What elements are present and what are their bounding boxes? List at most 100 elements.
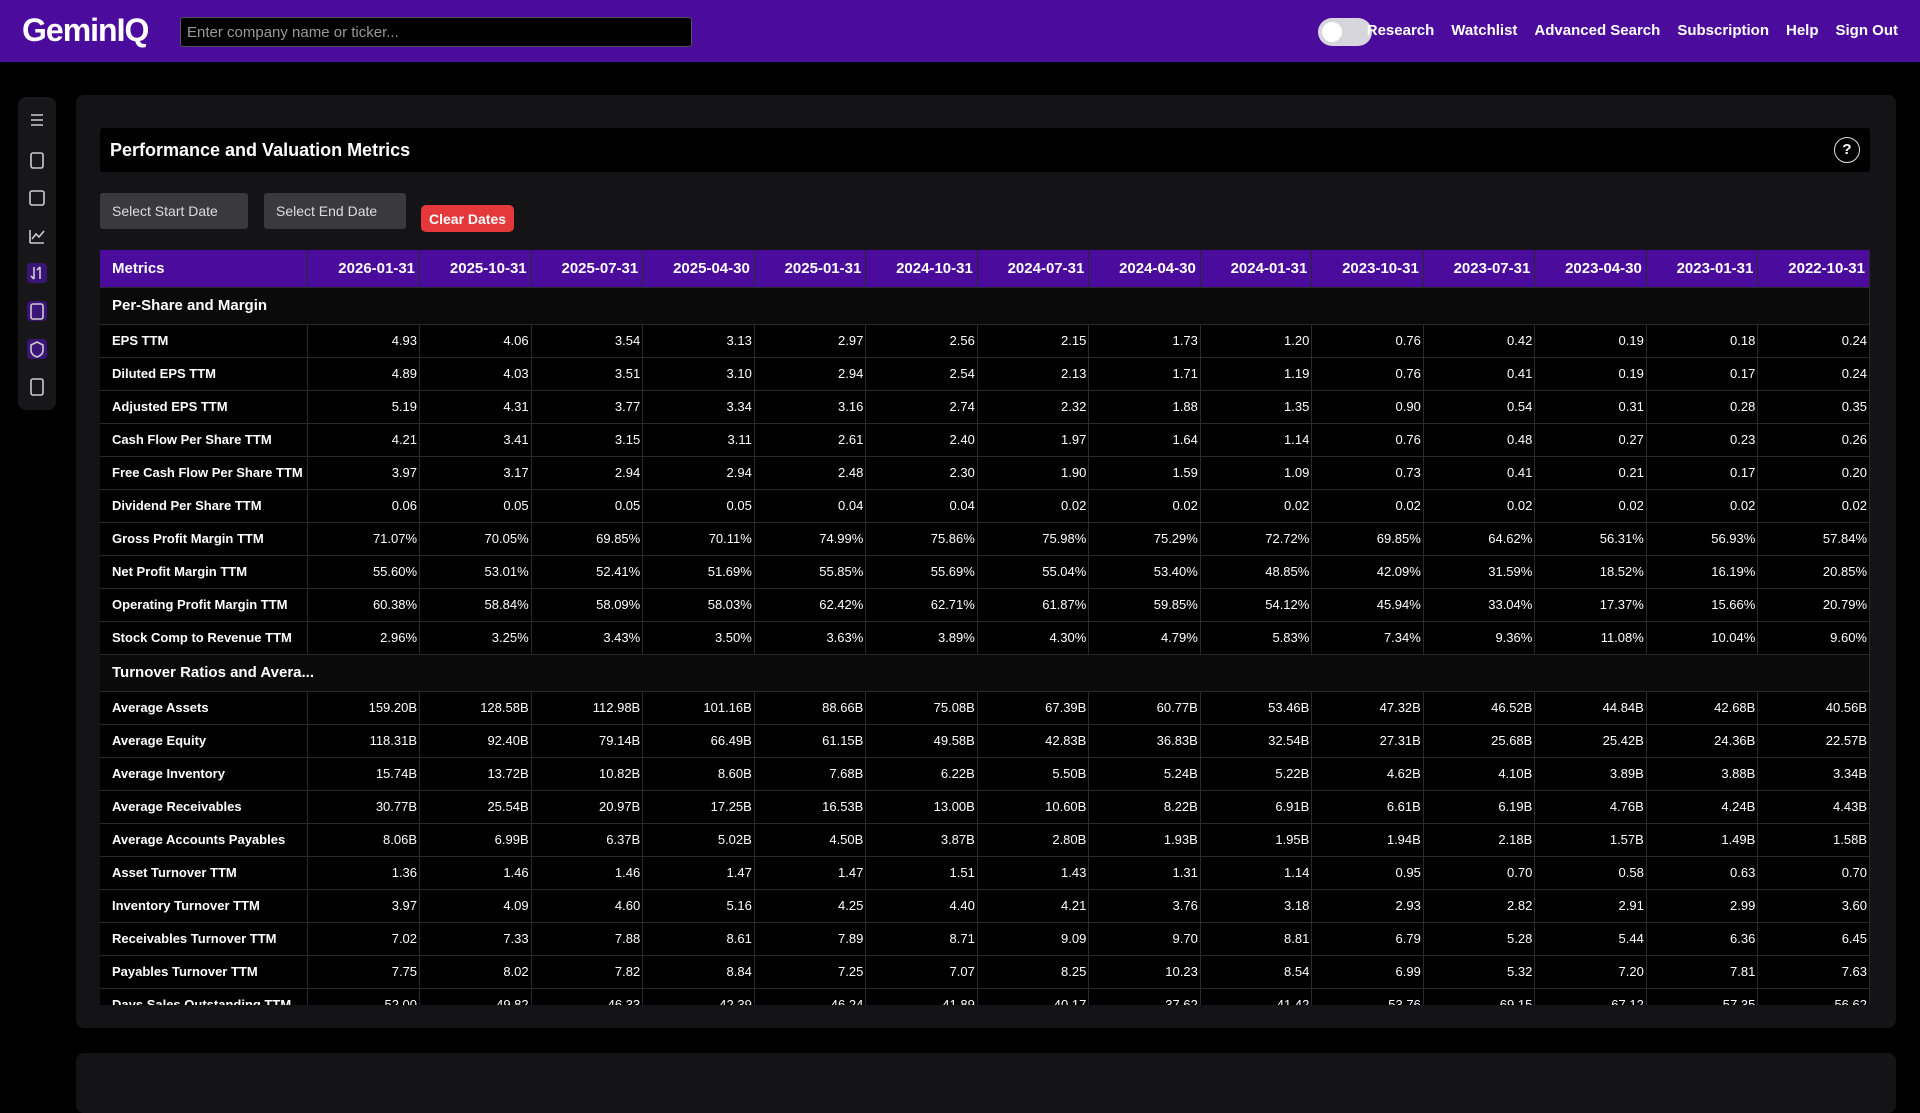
nav-link[interactable]: Watchlist	[1451, 22, 1518, 39]
cell: 8.84	[642, 954, 755, 988]
nav-link[interactable]: Sign Out	[1835, 22, 1899, 39]
column-header: 2024-07-31	[977, 250, 1090, 287]
logo[interactable]: GeminIQ	[22, 12, 149, 48]
cell: 17.37%	[1534, 587, 1647, 621]
cell: 5.32	[1423, 954, 1536, 988]
cell: 51.69%	[642, 554, 755, 588]
report-icon[interactable]	[30, 303, 44, 320]
nav-link[interactable]: Subscription	[1677, 22, 1769, 39]
cell: 4.76B	[1534, 789, 1647, 823]
doc-icon[interactable]	[30, 152, 44, 169]
chart-icon[interactable]	[29, 230, 45, 244]
cell: 6.99	[1311, 954, 1424, 988]
data-row: Gross Profit Margin TTM 71.07% 70.05% 69.85…	[100, 521, 1870, 555]
start-date-select[interactable]: Select Start Date	[100, 193, 248, 229]
cell: 8.71	[865, 921, 978, 955]
row-label: Cash Flow Per Share TTM	[100, 422, 309, 456]
cell: 13.00B	[865, 789, 978, 823]
cell: 1.64	[1088, 422, 1201, 456]
cell: 4.31	[419, 389, 532, 423]
cell: 0.02	[1200, 488, 1313, 522]
column-header: 2025-10-31	[419, 250, 532, 287]
data-row: Days Sales Outstanding TTM 52.00 49.82 46.3…	[100, 987, 1870, 1005]
cell: 58.09%	[531, 587, 644, 621]
cell: 7.02	[307, 921, 421, 955]
cell: 55.04%	[977, 554, 1090, 588]
top-bar: GeminIQ Enter company name or ticker... …	[0, 0, 1920, 62]
toggle-knob	[1322, 22, 1342, 42]
cell: 1.73	[1088, 323, 1201, 357]
cell: 1.59	[1088, 455, 1201, 489]
cell: 112.98B	[531, 690, 644, 724]
calc-icon[interactable]	[30, 378, 44, 396]
theme-toggle[interactable]	[1318, 18, 1372, 46]
cell: 2.15	[977, 323, 1090, 357]
cell: 20.79%	[1757, 587, 1870, 621]
cell: 70.05%	[419, 521, 532, 555]
nav-link[interactable]: Advanced Search	[1534, 22, 1661, 39]
cell: 0.02	[1757, 488, 1870, 522]
cell: 55.69%	[865, 554, 978, 588]
help-button[interactable]: ?	[1834, 137, 1860, 163]
cell: 0.21	[1534, 455, 1647, 489]
shield-icon[interactable]	[30, 341, 44, 358]
cell: 75.08B	[865, 690, 978, 724]
data-row: EPS TTM 4.93 4.06 3.54 3.13 2.97 2.56 2.15 1.73 1…	[100, 323, 1870, 357]
data-row: Average Accounts Payables 8.06B 6.99B 6.37B…	[100, 822, 1870, 856]
cell: 1.09	[1200, 455, 1313, 489]
column-header: 2025-04-30	[642, 250, 755, 287]
cell: 1.97	[977, 422, 1090, 456]
table-icon[interactable]	[29, 190, 45, 206]
column-header: 2024-10-31	[865, 250, 978, 287]
cell: 159.20B	[307, 690, 421, 724]
cell: 0.26	[1757, 422, 1870, 456]
cell: 20.85%	[1757, 554, 1870, 588]
cell: 0.18	[1646, 323, 1759, 357]
cell: 53.46B	[1200, 690, 1313, 724]
cell: 6.79	[1311, 921, 1424, 955]
data-row: Receivables Turnover TTM 7.02 7.33 7.88 8.61…	[100, 921, 1870, 955]
row-label: Net Profit Margin TTM	[100, 554, 309, 588]
cell: 0.24	[1757, 356, 1870, 390]
cell: 46.33	[531, 987, 644, 1005]
cell: 5.16	[642, 888, 755, 922]
cell: 7.25	[754, 954, 867, 988]
cell: 48.85%	[1200, 554, 1313, 588]
cell: 2.54	[865, 356, 978, 390]
cell: 0.24	[1757, 323, 1870, 357]
cell: 55.60%	[307, 554, 421, 588]
data-row: Cash Flow Per Share TTM 4.21 3.41 3.15 3.11 2…	[100, 422, 1870, 456]
cell: 15.66%	[1646, 587, 1759, 621]
cell: 0.76	[1311, 356, 1424, 390]
search-input[interactable]: Enter company name or ticker...	[180, 17, 692, 47]
cell: 1.94B	[1311, 822, 1424, 856]
data-row: Diluted EPS TTM 4.89 4.03 3.51 3.10 2.94 2.54 2…	[100, 356, 1870, 390]
cell: 70.11%	[642, 521, 755, 555]
cell: 3.13	[642, 323, 755, 357]
cell: 8.61	[642, 921, 755, 955]
cell: 67.39B	[977, 690, 1090, 724]
cell: 3.60	[1757, 888, 1870, 922]
data-row: Average Assets 159.20B 128.58B 112.98B 101.1…	[100, 690, 1870, 724]
cell: 41.42	[1200, 987, 1313, 1005]
cell: 16.19%	[1646, 554, 1759, 588]
cell: 4.21	[977, 888, 1090, 922]
end-date-select[interactable]: Select End Date	[264, 193, 406, 229]
cell: 45.94%	[1311, 587, 1424, 621]
cell: 32.54B	[1200, 723, 1313, 757]
column-header: Metrics	[100, 250, 309, 287]
cell: 0.76	[1311, 323, 1424, 357]
sort-icon[interactable]	[30, 266, 41, 280]
clear-dates-button[interactable]: Clear Dates	[421, 205, 515, 232]
row-label: Stock Comp to Revenue TTM	[100, 620, 309, 654]
nav-link[interactable]: Research	[1366, 22, 1435, 39]
cell: 3.87B	[865, 822, 978, 856]
cell: 1.46	[531, 855, 644, 889]
cell: 8.60B	[642, 756, 755, 790]
cell: 0.04	[865, 488, 978, 522]
header-row: Metrics 2026-01-31 2025-10-31 2025-07-31 202…	[100, 250, 1870, 287]
cell: 2.13	[977, 356, 1090, 390]
data-row: Asset Turnover TTM 1.36 1.46 1.46 1.47 1.47 1.…	[100, 855, 1870, 889]
nav-link[interactable]: Help	[1785, 22, 1819, 39]
menu-icon[interactable]	[31, 114, 43, 126]
